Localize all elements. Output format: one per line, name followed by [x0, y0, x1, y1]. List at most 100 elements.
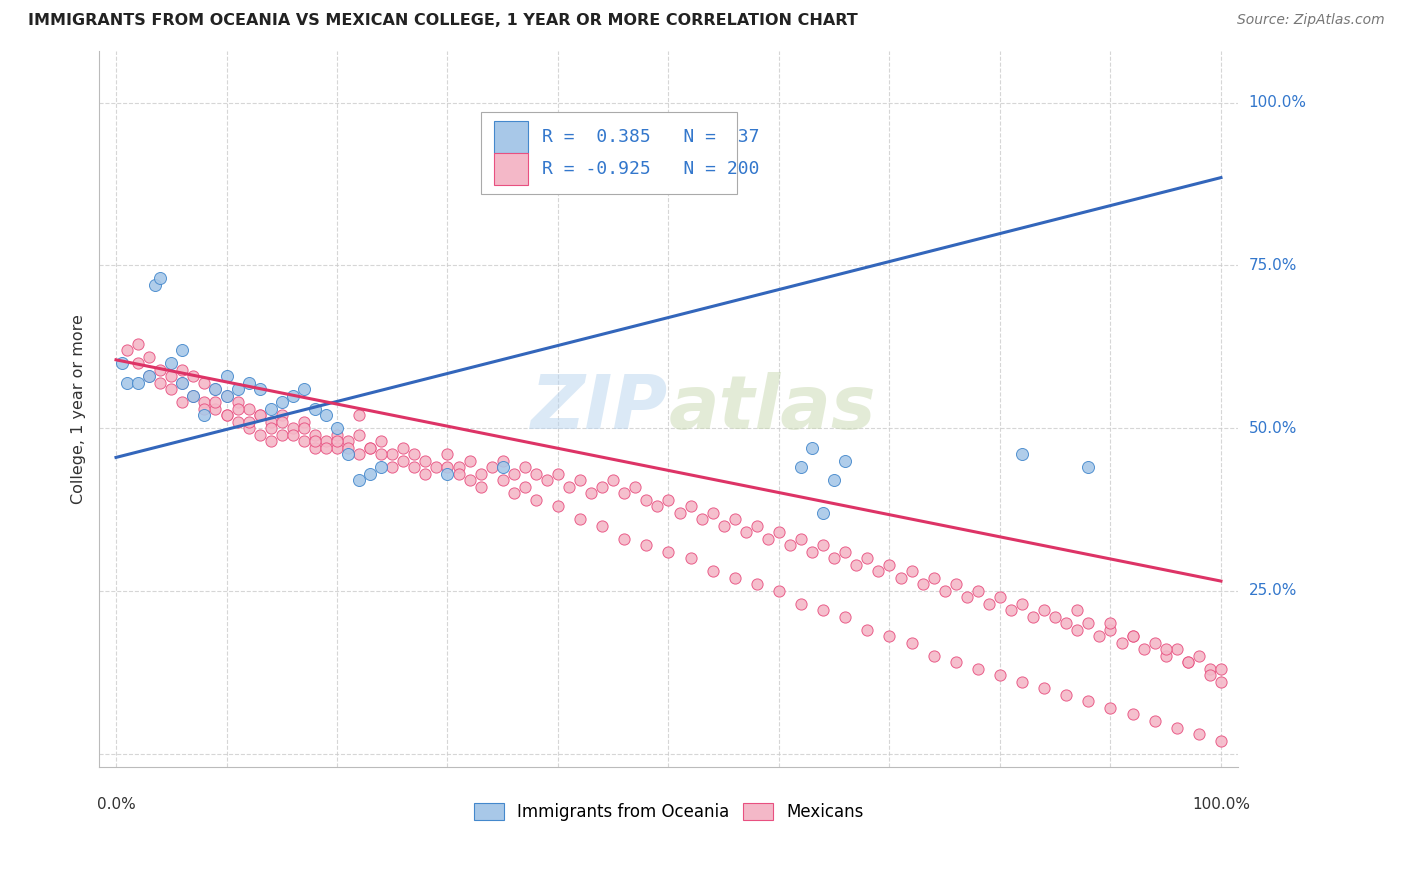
Point [127, 336, 149, 351]
Point [1132, 642, 1154, 657]
Point [956, 591, 979, 605]
Point [193, 408, 215, 422]
Point [811, 506, 834, 520]
Point [347, 473, 370, 487]
Point [647, 500, 669, 514]
Point [492, 473, 515, 487]
Point [679, 500, 702, 514]
Point [1177, 656, 1199, 670]
Point [183, 369, 205, 384]
Text: 0.0%: 0.0% [97, 797, 135, 812]
Point [768, 583, 790, 598]
Point [834, 453, 856, 467]
Point [115, 343, 138, 357]
Point [724, 512, 747, 526]
Point [1209, 662, 1232, 676]
Point [713, 518, 735, 533]
Point [745, 518, 768, 533]
Point [315, 434, 337, 449]
Point [1188, 648, 1211, 663]
Point [392, 441, 415, 455]
FancyBboxPatch shape [495, 120, 529, 153]
Point [215, 369, 238, 384]
Point [1177, 656, 1199, 670]
Point [1143, 714, 1166, 728]
Text: 100.0%: 100.0% [1249, 95, 1306, 111]
Text: atlas: atlas [668, 372, 876, 445]
Point [226, 382, 249, 396]
Point [934, 583, 956, 598]
Point [1054, 616, 1077, 631]
Point [204, 395, 226, 409]
Point [226, 395, 249, 409]
Point [149, 271, 172, 285]
Point [1054, 688, 1077, 702]
Point [1199, 662, 1222, 676]
Point [149, 362, 172, 376]
Point [127, 376, 149, 390]
Point [281, 389, 304, 403]
Point [745, 577, 768, 591]
Point [657, 545, 679, 559]
Point [524, 467, 547, 481]
Point [811, 538, 834, 552]
Y-axis label: College, 1 year or more: College, 1 year or more [72, 314, 86, 504]
Point [215, 408, 238, 422]
Point [160, 356, 183, 370]
Point [304, 434, 326, 449]
Point [579, 486, 602, 500]
Point [292, 415, 315, 429]
Point [1099, 701, 1122, 715]
Point [613, 486, 636, 500]
Point [1022, 610, 1045, 624]
Point [1011, 675, 1033, 690]
Text: Source: ZipAtlas.com: Source: ZipAtlas.com [1237, 13, 1385, 28]
Point [1011, 447, 1033, 461]
Point [337, 441, 360, 455]
Point [1077, 616, 1099, 631]
Point [270, 415, 292, 429]
Point [172, 376, 194, 390]
Point [1122, 629, 1144, 643]
Point [823, 473, 845, 487]
Point [502, 486, 524, 500]
Point [679, 551, 702, 566]
Point [204, 382, 226, 396]
Point [1122, 707, 1144, 722]
Point [524, 492, 547, 507]
Point [900, 564, 922, 578]
Point [260, 401, 283, 416]
Point [1122, 629, 1144, 643]
Point [547, 500, 569, 514]
Point [260, 415, 283, 429]
Point [988, 591, 1011, 605]
Point [292, 434, 315, 449]
Point [347, 427, 370, 442]
Point [183, 389, 205, 403]
Point [238, 415, 260, 429]
Point [1077, 694, 1099, 708]
Point [470, 480, 492, 494]
Point [281, 427, 304, 442]
Point [249, 408, 271, 422]
Point [536, 473, 558, 487]
Point [801, 441, 824, 455]
Point [292, 382, 315, 396]
Point [304, 441, 326, 455]
Point [304, 427, 326, 442]
Point [193, 401, 215, 416]
Point [1209, 675, 1232, 690]
Text: R =  0.385   N =  37: R = 0.385 N = 37 [543, 128, 759, 146]
Point [779, 538, 801, 552]
Point [1166, 721, 1188, 735]
Point [183, 389, 205, 403]
Legend: Immigrants from Oceania, Mexicans: Immigrants from Oceania, Mexicans [468, 798, 869, 826]
Point [492, 453, 515, 467]
Point [481, 460, 503, 475]
Point [724, 571, 747, 585]
Point [1066, 623, 1088, 637]
Point [183, 389, 205, 403]
Point [281, 421, 304, 435]
Point [226, 401, 249, 416]
Point [1033, 681, 1056, 696]
